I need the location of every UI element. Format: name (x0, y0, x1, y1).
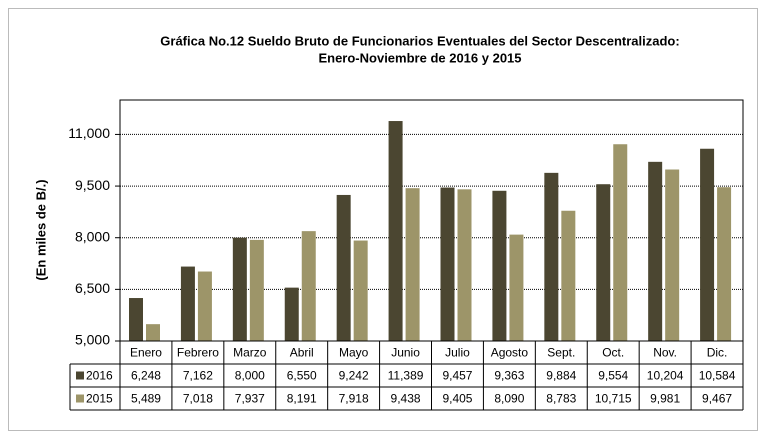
x-tick-label: Junio (391, 346, 420, 360)
y-tick-label: 11,000 (68, 125, 110, 141)
bar (613, 144, 628, 341)
bar (232, 237, 247, 341)
table-value: 7,162 (183, 369, 213, 383)
chart-title: Gráfica No.12 Sueldo Bruto de Funcionari… (160, 33, 679, 48)
table-value: 8,191 (287, 392, 317, 406)
table-value: 8,000 (235, 369, 265, 383)
table-value: 7,918 (339, 392, 369, 406)
table-value: 10,204 (647, 369, 684, 383)
legend-swatch (76, 371, 84, 380)
y-axis-label: (En miles de B/.) (33, 179, 48, 280)
table-value: 8,090 (494, 392, 524, 406)
chart-title: Enero-Noviembre de 2016 y 2015 (318, 50, 521, 65)
table-value: 9,981 (650, 392, 680, 406)
x-tick-label: Febrero (177, 346, 219, 360)
table-value: 9,884 (546, 369, 576, 383)
bar (146, 324, 160, 341)
table-value: 9,363 (494, 369, 524, 383)
bar (509, 234, 524, 341)
bar (492, 190, 507, 341)
table-value: 9,467 (702, 392, 732, 406)
x-tick-label: Nov. (653, 346, 677, 360)
bar (129, 298, 143, 341)
y-tick-label: 5,000 (75, 332, 110, 348)
table-value: 6,550 (287, 369, 317, 383)
bar (665, 169, 680, 341)
legend-swatch (76, 394, 84, 403)
bar (249, 239, 264, 341)
table-value: 10,584 (699, 369, 736, 383)
x-tick-label: Abril (290, 346, 314, 360)
bar (284, 287, 299, 341)
bar (717, 187, 732, 341)
x-tick-label: Enero (130, 346, 162, 360)
table-value: 7,937 (235, 392, 265, 406)
bar (353, 240, 368, 341)
y-tick-label: 6,500 (75, 280, 110, 296)
bar (596, 184, 611, 341)
table-value: 5,489 (131, 392, 161, 406)
bar (457, 189, 472, 341)
legend-label: 2016 (86, 369, 113, 383)
title-group: Gráfica No.12 Sueldo Bruto de Funcionari… (160, 33, 679, 65)
x-tick-label: Agosto (491, 346, 529, 360)
table-value: 10,715 (595, 392, 632, 406)
table-value: 9,438 (391, 392, 421, 406)
bar (405, 188, 420, 341)
table-value: 9,457 (442, 369, 472, 383)
table-value: 7,018 (183, 392, 213, 406)
x-tick-label: Marzo (233, 346, 267, 360)
table-value: 11,389 (388, 369, 424, 383)
chart-border (8, 8, 758, 431)
bar (700, 148, 715, 341)
table-value: 6,248 (131, 369, 161, 383)
table-value: 8,783 (546, 392, 576, 406)
x-tick-label: Julio (445, 346, 470, 360)
bar (544, 172, 559, 341)
y-tick-label: 9,500 (75, 177, 110, 193)
legend-label: 2015 (86, 392, 113, 406)
bar (440, 187, 455, 341)
table-value: 9,554 (598, 369, 628, 383)
bar (648, 161, 663, 341)
y-tick-label: 8,000 (75, 228, 110, 244)
x-tick-label: Sept. (547, 346, 575, 360)
bar (336, 194, 351, 341)
x-tick-label: Mayo (339, 346, 369, 360)
x-tick-label: Dic. (707, 346, 728, 360)
table-value: 9,242 (339, 369, 369, 383)
bar (197, 271, 212, 341)
plot-border (119, 99, 744, 342)
bar (561, 210, 576, 341)
bar (301, 231, 316, 341)
bar (180, 266, 195, 341)
table-value: 9,405 (442, 392, 472, 406)
bar (388, 121, 403, 341)
x-tick-label: Oct. (602, 346, 624, 360)
